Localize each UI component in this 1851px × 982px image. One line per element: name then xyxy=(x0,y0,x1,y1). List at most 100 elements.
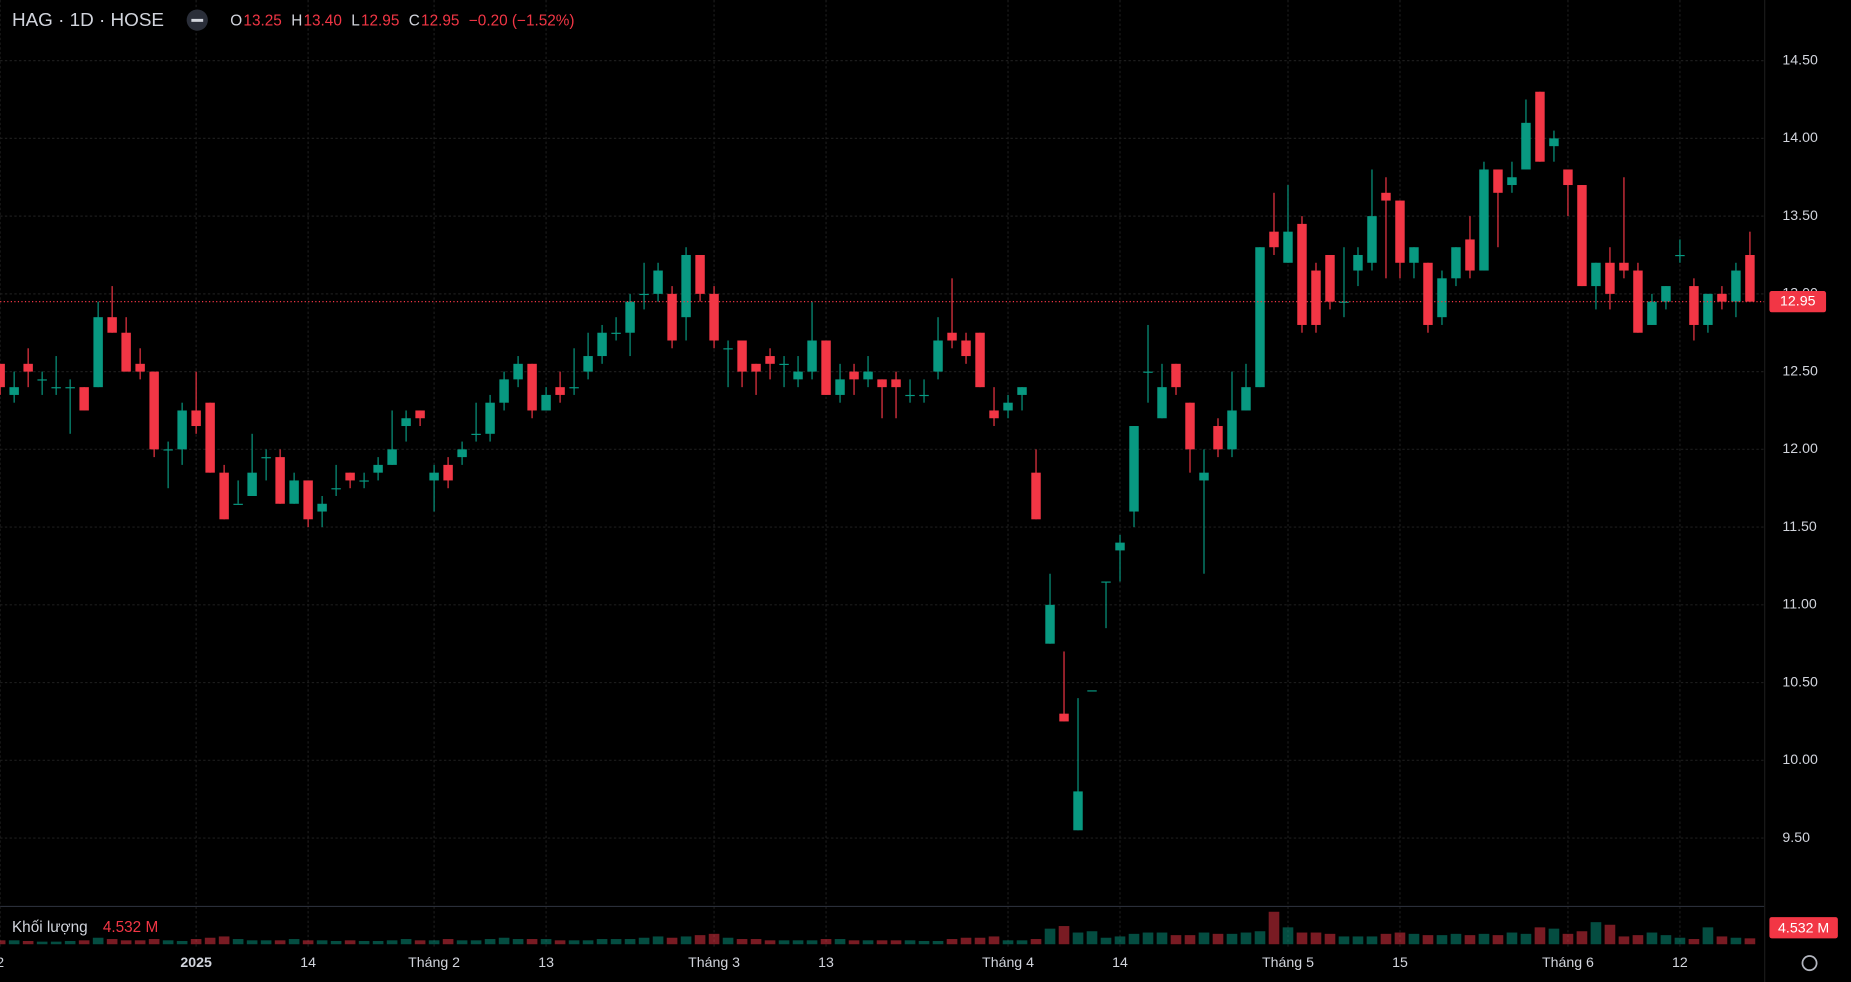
volume-bar xyxy=(1254,931,1266,945)
volume-bar xyxy=(1548,928,1560,945)
volume-bar xyxy=(344,940,356,945)
volume-bar xyxy=(1198,932,1210,945)
volume-bar xyxy=(1436,935,1448,945)
volume-bar xyxy=(1268,911,1280,945)
candle-body xyxy=(1213,426,1223,450)
candle-body xyxy=(303,480,313,520)
ohlc-legend: O 13.25 H 13.40 L 12.95 C 12.95 xyxy=(230,12,459,29)
candle-body xyxy=(1745,254,1755,302)
volume-bar xyxy=(1114,936,1126,945)
volume-bar xyxy=(596,939,608,945)
volume-bar xyxy=(1450,933,1462,945)
volume-bar xyxy=(316,940,328,945)
volume-bar xyxy=(1632,935,1644,945)
volume-bar xyxy=(274,940,286,945)
volume-bar xyxy=(834,939,846,945)
ohlc-value: 12.95 xyxy=(361,12,399,29)
candle-body xyxy=(1227,410,1237,450)
candle-body xyxy=(681,254,691,318)
candle-body xyxy=(205,402,215,473)
volume-bar xyxy=(218,936,230,945)
x-tick-label: Tháng 3 xyxy=(688,955,740,971)
candle-body xyxy=(1381,192,1391,201)
volume-bar xyxy=(988,936,1000,945)
candle-body xyxy=(219,472,229,520)
x-tick-label: 14 xyxy=(1112,955,1128,971)
candle-body xyxy=(877,379,887,388)
candle-body xyxy=(1549,138,1559,147)
volume-bar xyxy=(582,940,594,945)
y-tick-label: 12.00 xyxy=(1782,441,1818,457)
volume-bar xyxy=(806,940,818,945)
candle-body xyxy=(1241,387,1251,411)
candle-body xyxy=(723,348,733,350)
y-tick-label: 14.50 xyxy=(1782,52,1818,68)
volume-bar xyxy=(1576,931,1588,945)
y-tick-label: 10.00 xyxy=(1782,752,1818,768)
candle-body xyxy=(1283,231,1293,263)
candle-body xyxy=(163,449,173,451)
price-tag: 12.95 xyxy=(1780,293,1816,309)
candle-body xyxy=(653,270,663,294)
volume-bar xyxy=(1212,933,1224,945)
volume-bar xyxy=(442,939,454,945)
ohlc-value: 12.95 xyxy=(421,12,459,29)
candle-body xyxy=(1255,247,1265,388)
volume-bar xyxy=(1170,935,1182,945)
x-tick-label: 2 xyxy=(0,955,4,971)
candle-body xyxy=(625,301,635,333)
candle-body xyxy=(1171,363,1181,388)
candle-body xyxy=(457,449,467,458)
candle-body xyxy=(1073,791,1083,831)
candle-body xyxy=(65,387,75,389)
candle-body xyxy=(541,394,551,411)
volume-bar xyxy=(1660,935,1672,945)
candle-body xyxy=(135,363,145,372)
candle-body xyxy=(247,472,257,496)
candle-body xyxy=(1395,200,1405,263)
volume-bar xyxy=(652,936,664,945)
candle-body xyxy=(1535,91,1545,162)
volume-bar xyxy=(1184,935,1196,945)
volume-bar xyxy=(22,940,34,945)
volume-bar xyxy=(1240,932,1252,945)
candle-body xyxy=(191,410,201,427)
volume-bar xyxy=(50,941,62,945)
candle-body xyxy=(51,387,61,389)
volume-bar xyxy=(232,939,244,945)
volume-bar xyxy=(890,940,902,945)
volume-bar xyxy=(1534,927,1546,945)
volume-bar xyxy=(820,939,832,945)
volume-bar xyxy=(1296,932,1308,945)
candle-body xyxy=(821,340,831,395)
candle-body xyxy=(429,472,439,481)
candle-body xyxy=(961,340,971,357)
candle-body xyxy=(79,387,89,411)
settings-button[interactable] xyxy=(1801,955,1818,972)
volume-bar xyxy=(1352,936,1364,945)
candle-body xyxy=(387,449,397,465)
volume-bar xyxy=(554,940,566,945)
marks xyxy=(0,91,1765,945)
volume-bar xyxy=(1674,937,1686,945)
y-tick-label: 13.50 xyxy=(1782,208,1818,224)
candle-body xyxy=(765,356,775,364)
candle-body xyxy=(1143,371,1153,373)
candle-body xyxy=(1101,581,1111,583)
volume-bar xyxy=(288,939,300,945)
candle-body xyxy=(1731,270,1741,302)
volume-bar xyxy=(750,939,762,945)
candle-body xyxy=(1493,169,1503,193)
candle-body xyxy=(1269,231,1279,248)
y-tick-label: 11.50 xyxy=(1782,519,1817,535)
volume-bar xyxy=(862,940,874,945)
candle-body xyxy=(23,363,33,372)
candle-body xyxy=(639,293,649,296)
candle-body xyxy=(121,332,131,372)
candle-body xyxy=(1129,426,1139,512)
candle-body xyxy=(1059,713,1069,722)
x-tick-label: 12 xyxy=(1672,955,1688,971)
candle-body xyxy=(443,464,453,481)
volume-bar xyxy=(260,940,272,945)
candle-body xyxy=(709,293,719,341)
